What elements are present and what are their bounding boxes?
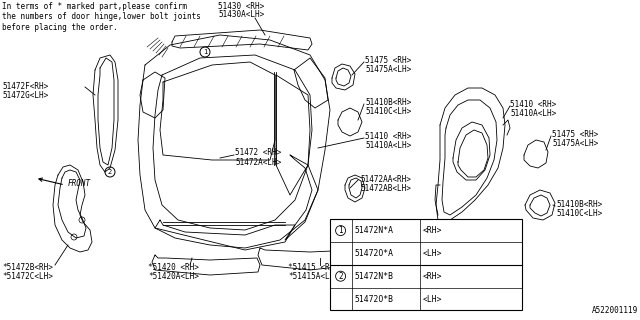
Text: *51415A<LH>: *51415A<LH> bbox=[288, 272, 339, 281]
Text: <RH>: <RH> bbox=[422, 226, 442, 235]
Text: 51475A<LH>: 51475A<LH> bbox=[552, 139, 598, 148]
Text: 1: 1 bbox=[339, 226, 343, 235]
Text: *51415 <RH>: *51415 <RH> bbox=[288, 263, 339, 272]
Text: <LH>: <LH> bbox=[422, 294, 442, 303]
Text: 2: 2 bbox=[108, 169, 112, 175]
Text: <LH>: <LH> bbox=[422, 249, 442, 258]
Text: A522001119: A522001119 bbox=[592, 306, 638, 315]
Text: 51472N*A: 51472N*A bbox=[355, 226, 394, 235]
Text: 51472 <RH>: 51472 <RH> bbox=[235, 148, 281, 157]
Text: 1: 1 bbox=[203, 49, 207, 55]
Text: *51472B<RH>: *51472B<RH> bbox=[2, 263, 53, 272]
Text: 51472O*B: 51472O*B bbox=[355, 294, 394, 303]
Text: 51410A<LH>: 51410A<LH> bbox=[510, 109, 556, 118]
Text: 51472N*B: 51472N*B bbox=[355, 272, 394, 281]
Text: 51410B<RH>: 51410B<RH> bbox=[556, 200, 602, 209]
Text: 51430A<LH>: 51430A<LH> bbox=[218, 10, 264, 19]
Text: 51410C<LH>: 51410C<LH> bbox=[365, 107, 412, 116]
Bar bbox=[330, 219, 522, 310]
Text: 51410 <RH>: 51410 <RH> bbox=[365, 132, 412, 141]
Text: 51430 <RH>: 51430 <RH> bbox=[218, 2, 264, 11]
Text: 51475 <RH>: 51475 <RH> bbox=[365, 56, 412, 65]
Text: *51420 <RH>: *51420 <RH> bbox=[148, 263, 199, 272]
Text: FRONT: FRONT bbox=[450, 244, 473, 252]
Text: 2: 2 bbox=[339, 272, 343, 281]
Text: *51420A<LH>: *51420A<LH> bbox=[148, 272, 199, 281]
Text: 51472O*A: 51472O*A bbox=[355, 249, 394, 258]
Text: <RH>: <RH> bbox=[422, 272, 442, 281]
Text: 51410 <RH>: 51410 <RH> bbox=[510, 100, 556, 109]
Text: 51410A<LH>: 51410A<LH> bbox=[365, 141, 412, 150]
Text: 51410B<RH>: 51410B<RH> bbox=[365, 98, 412, 107]
Text: 51472G<LH>: 51472G<LH> bbox=[2, 91, 48, 100]
Text: 51410C<LH>: 51410C<LH> bbox=[556, 209, 602, 218]
Text: REAR VIEW: REAR VIEW bbox=[431, 262, 476, 271]
Text: 51472AB<LH>: 51472AB<LH> bbox=[360, 184, 411, 193]
Text: *51472C<LH>: *51472C<LH> bbox=[2, 272, 53, 281]
Text: 51472F<RH>: 51472F<RH> bbox=[2, 82, 48, 91]
Text: In terms of * marked part,please confirm
the numbers of door hinge,lower bolt jo: In terms of * marked part,please confirm… bbox=[2, 2, 201, 32]
Text: 51475 <RH>: 51475 <RH> bbox=[552, 130, 598, 139]
Text: 51475A<LH>: 51475A<LH> bbox=[365, 65, 412, 74]
Text: FRONT: FRONT bbox=[68, 179, 91, 188]
Text: 51472AA<RH>: 51472AA<RH> bbox=[360, 175, 411, 184]
Text: 51472A<LH>: 51472A<LH> bbox=[235, 158, 281, 167]
